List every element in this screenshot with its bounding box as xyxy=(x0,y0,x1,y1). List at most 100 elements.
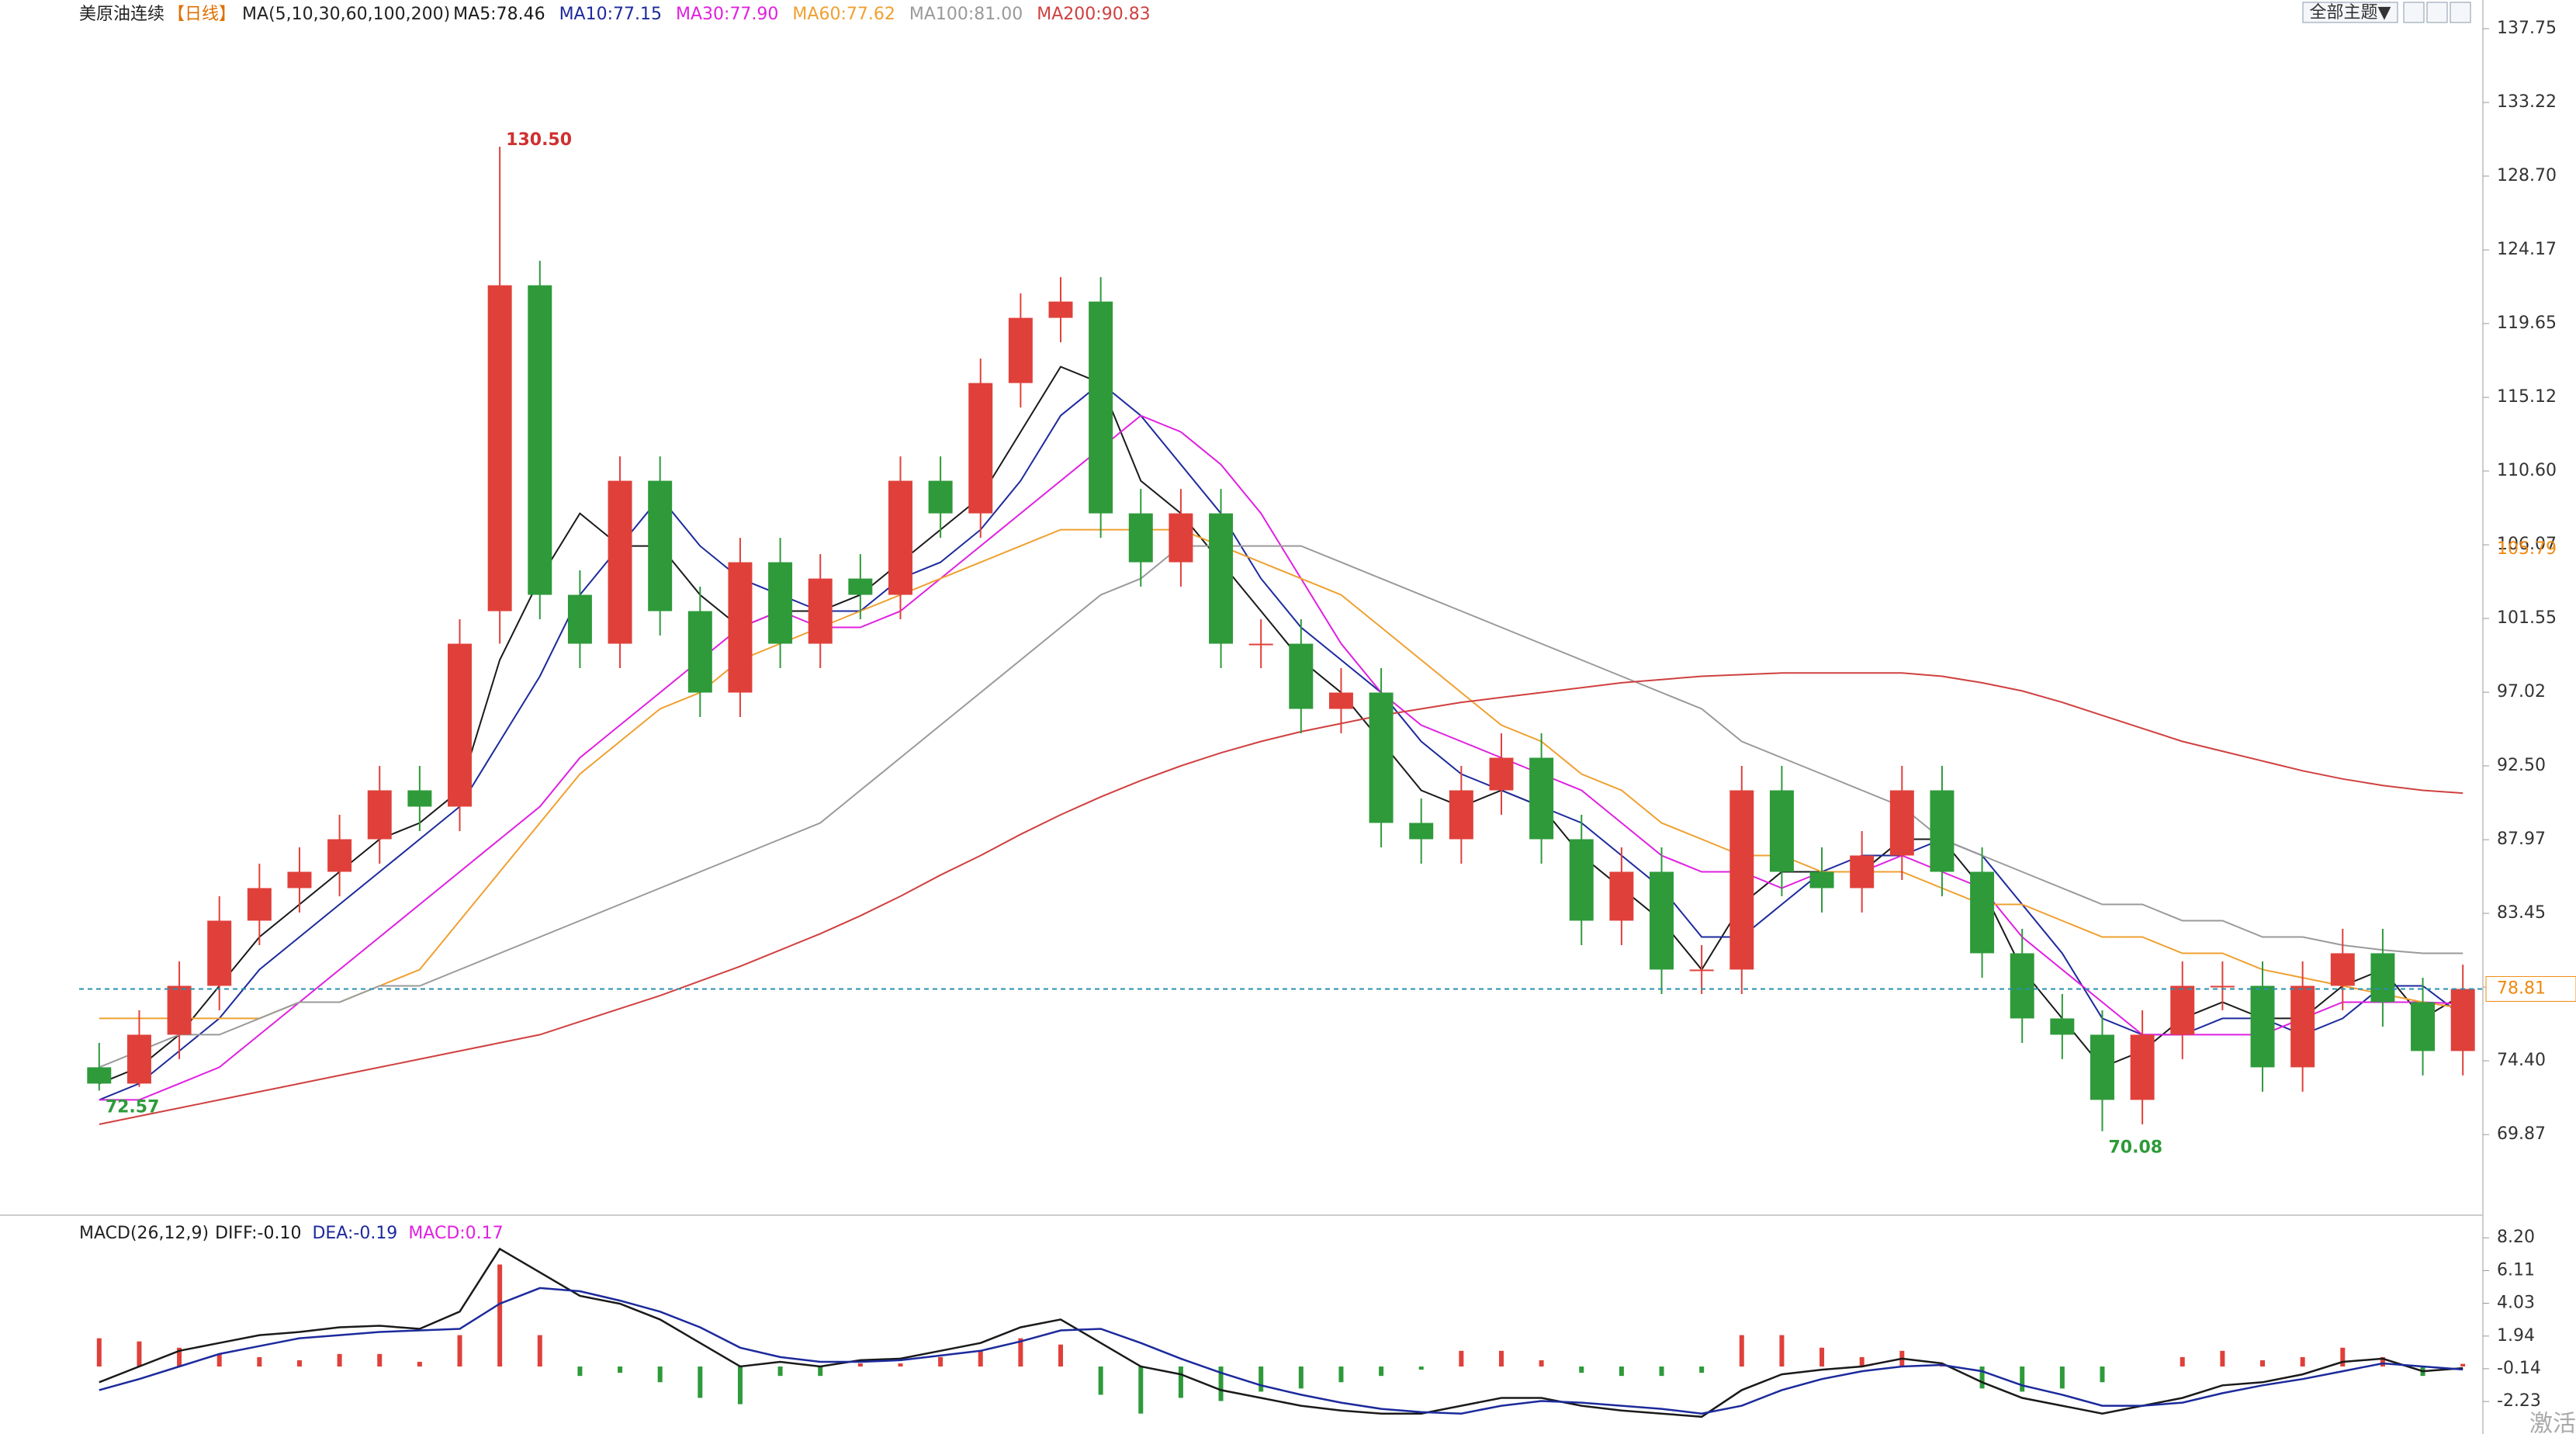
macd-bar xyxy=(1619,1366,1624,1377)
candle-body xyxy=(1689,969,1714,972)
candle-body xyxy=(2090,1034,2114,1100)
candle-body xyxy=(608,480,632,644)
candle-body xyxy=(1970,871,1995,954)
y-tick-label: 119.65 xyxy=(2497,313,2557,333)
macd-bar xyxy=(1138,1366,1144,1414)
candle-body xyxy=(1889,790,1914,856)
macd-bar xyxy=(1659,1366,1664,1377)
candle-body xyxy=(2130,1034,2155,1100)
candle-body xyxy=(1128,513,1153,563)
ma-line xyxy=(99,382,2463,1101)
extreme-label: 72.57 xyxy=(106,1097,160,1117)
y-tick-label: 110.60 xyxy=(2497,461,2557,480)
macd-bar xyxy=(698,1366,703,1398)
header-text: DIFF:-0.10 xyxy=(215,1224,301,1243)
y-tick-label: 101.55 xyxy=(2497,608,2557,628)
candle-body xyxy=(407,790,432,807)
toolbar-icon[interactable] xyxy=(2426,2,2448,23)
toolbar-icon[interactable] xyxy=(2450,2,2471,23)
y-tick-label: 74.40 xyxy=(2497,1051,2546,1070)
y-tick-label: 4.03 xyxy=(2497,1294,2535,1313)
marker-label: 105.79 xyxy=(2497,539,2557,559)
macd-bar xyxy=(978,1350,983,1367)
candle-body xyxy=(1248,643,1273,646)
macd-bar xyxy=(2300,1356,2305,1367)
header-text: MA(5,10,30,60,100,200) xyxy=(242,5,450,24)
y-tick-label: 69.87 xyxy=(2497,1124,2546,1144)
candle-body xyxy=(1328,692,1353,709)
candle-body xyxy=(1409,823,1434,840)
macd-bar xyxy=(1259,1366,1264,1392)
header-text: MA5:78.46 xyxy=(453,5,545,24)
y-tick-label: 137.75 xyxy=(2497,19,2557,38)
macd-bar xyxy=(2380,1356,2385,1367)
candle-body xyxy=(1809,871,1834,888)
macd-bar xyxy=(898,1363,903,1367)
candle-body xyxy=(808,578,833,644)
macd-bar xyxy=(857,1363,863,1367)
header-text: MA30:77.90 xyxy=(676,5,778,24)
macd-bar xyxy=(1178,1366,1183,1398)
candle-body xyxy=(207,920,232,986)
macd-bar xyxy=(1418,1366,1424,1370)
macd-bar xyxy=(1018,1338,1023,1367)
candle-body xyxy=(1209,513,1234,644)
macd-bar xyxy=(1579,1366,1584,1373)
candle-body xyxy=(528,285,552,595)
candle-body xyxy=(487,285,512,611)
header-text: MA100:81.00 xyxy=(909,5,1023,24)
macd-bar xyxy=(1779,1335,1785,1367)
ma-line xyxy=(99,672,2463,1125)
candle-body xyxy=(448,643,473,807)
candle-body xyxy=(768,562,793,644)
header-text: MA10:77.15 xyxy=(559,5,662,24)
candle-body xyxy=(247,888,272,921)
candle-body xyxy=(687,611,712,693)
macd-bar xyxy=(2260,1360,2266,1367)
macd-bar xyxy=(938,1356,943,1367)
macd-bar xyxy=(2460,1363,2466,1367)
macd-bar xyxy=(2100,1366,2105,1383)
candle-body xyxy=(728,562,753,693)
candle-body xyxy=(1769,790,1794,872)
extreme-label: 70.08 xyxy=(2108,1138,2162,1158)
candle-body xyxy=(1008,317,1033,383)
candle-body xyxy=(1569,839,1594,921)
candle-body xyxy=(126,1034,151,1084)
macd-bar xyxy=(137,1341,142,1367)
candle-body xyxy=(87,1067,112,1084)
y-tick-label: 1.94 xyxy=(2497,1326,2535,1346)
macd-bar xyxy=(257,1356,262,1367)
marker-label: 78.81 xyxy=(2497,979,2546,998)
candle-body xyxy=(1048,301,1073,318)
header-text: MACD(26,12,9) xyxy=(79,1224,209,1243)
candle-body xyxy=(1169,513,1193,563)
header-text: 美原油连续 xyxy=(79,5,164,24)
candle-body xyxy=(848,578,873,595)
y-tick-label: 97.02 xyxy=(2497,682,2546,701)
macd-bar xyxy=(1819,1347,1825,1367)
macd-bar xyxy=(1218,1366,1224,1401)
candle-body xyxy=(1650,871,1674,970)
macd-line xyxy=(99,1247,2463,1418)
theme-button-label[interactable]: 全部主题▼ xyxy=(2310,3,2391,23)
macd-bar xyxy=(1498,1350,1504,1367)
y-tick-label: 87.97 xyxy=(2497,830,2546,849)
y-tick-label: 83.45 xyxy=(2497,903,2546,923)
macd-bar xyxy=(337,1353,342,1367)
macd-bar xyxy=(1098,1366,1103,1395)
theme-button[interactable] xyxy=(2302,2,2398,23)
macd-bar xyxy=(216,1353,222,1367)
candle-body xyxy=(2250,985,2275,1068)
y-tick-label: 115.12 xyxy=(2497,387,2557,407)
price-box xyxy=(2485,975,2576,1002)
y-tick-label: 133.22 xyxy=(2497,92,2557,112)
macd-bar xyxy=(2020,1366,2025,1392)
macd-bar xyxy=(296,1360,302,1367)
toolbar[interactable]: 全部主题▼ xyxy=(2302,2,2471,23)
macd-bar xyxy=(417,1361,422,1367)
candle-body xyxy=(2290,985,2315,1068)
candle-body xyxy=(1609,871,1634,921)
ma-line xyxy=(99,545,2463,1069)
toolbar-icon[interactable] xyxy=(2403,2,2425,23)
